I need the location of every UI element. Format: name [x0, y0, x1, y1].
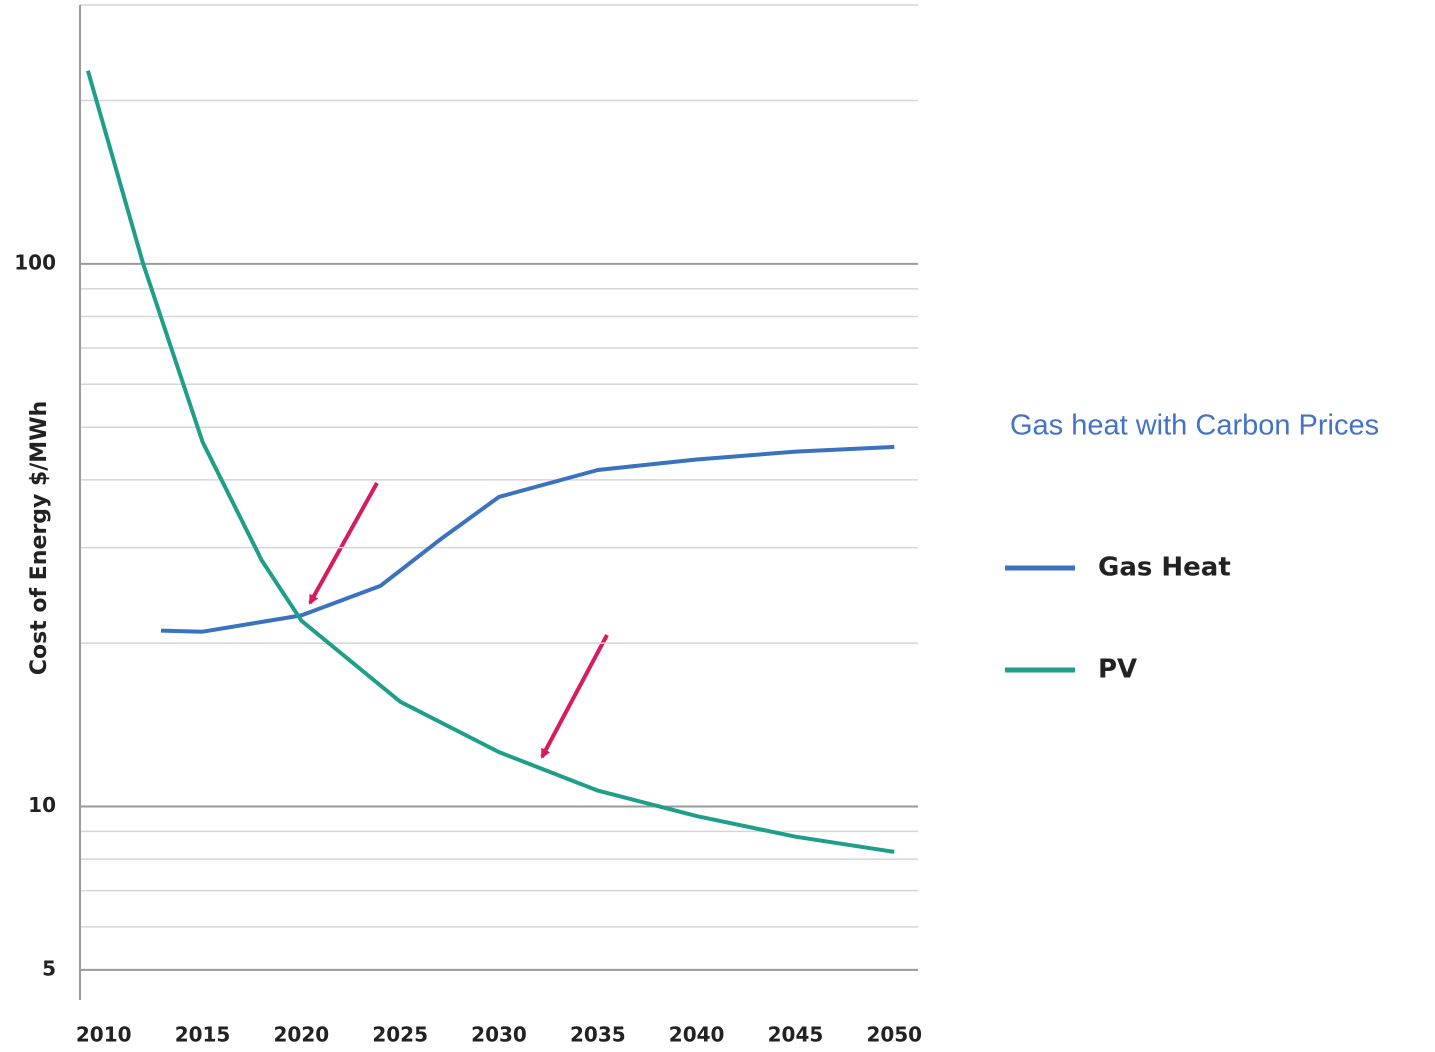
- legend-label: PV: [1098, 655, 1137, 685]
- arrow: [308, 482, 379, 605]
- x-tick-label: 2015: [175, 1023, 231, 1047]
- x-tick-label: 2010: [76, 1023, 132, 1047]
- annotation: Gas heat with Carbon Prices: [1010, 410, 1379, 442]
- x-tick-label: 2040: [669, 1023, 725, 1047]
- y-tick-label: 10: [28, 793, 56, 817]
- x-tick-label: 2020: [274, 1023, 330, 1047]
- line: [160, 444, 895, 634]
- x-tick-label: 2025: [372, 1023, 428, 1047]
- x-tick-label: 2050: [866, 1023, 922, 1047]
- y-tick-label: 100: [14, 250, 56, 274]
- x-tick-label: 2035: [570, 1023, 626, 1047]
- y-tick-label: 5: [42, 956, 56, 980]
- legend-label: Gas Heat: [1098, 553, 1231, 583]
- arrow: [540, 634, 609, 759]
- x-tick-label: 2045: [768, 1023, 824, 1047]
- line: [85, 70, 895, 854]
- y-axis-title: Cost of Energy $/MWh: [27, 401, 52, 675]
- x-tick-label: 2030: [471, 1023, 527, 1047]
